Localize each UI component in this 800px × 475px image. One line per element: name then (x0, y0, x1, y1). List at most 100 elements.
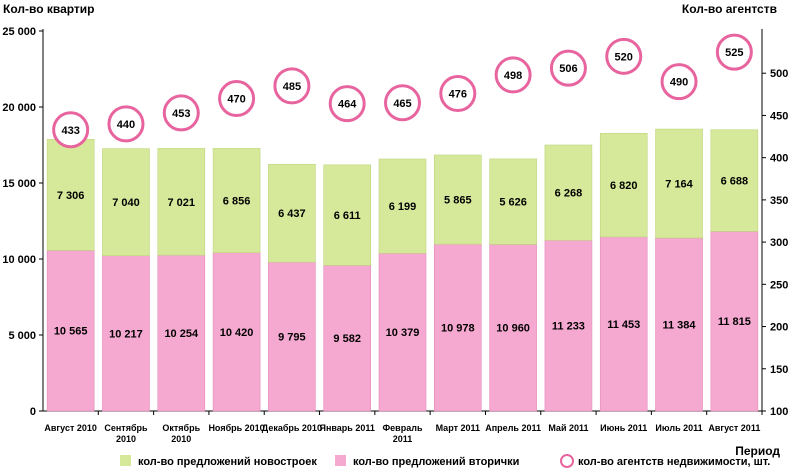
agency-point (660, 63, 698, 101)
agency-point (218, 80, 256, 118)
data-label-new-build: 6 199 (389, 201, 417, 213)
agency-point (439, 74, 477, 112)
right-tick-label: 150 (770, 364, 788, 376)
bar-new-build (489, 158, 537, 245)
data-label-new-build: 5 865 (444, 195, 472, 207)
bar-new-build (378, 158, 427, 254)
bar-secondary (212, 252, 261, 412)
data-label-secondary: 9 582 (333, 333, 361, 345)
legend-marker-square (120, 455, 131, 466)
data-label-new-build: 7 164 (665, 179, 693, 191)
left-tick-label: 20 000 (2, 102, 36, 114)
agency-label: 498 (504, 70, 522, 82)
category-label: Февраль (383, 423, 423, 433)
category-label: Август 2011 (708, 423, 760, 433)
left-axis-title: Кол-во квартир (3, 2, 95, 16)
agency-point (107, 105, 145, 143)
agency-point (384, 84, 421, 122)
bar-secondary (599, 236, 648, 412)
data-label-secondary: 10 420 (220, 327, 254, 339)
data-label-secondary: 11 815 (718, 316, 751, 328)
bar-new-build (157, 148, 206, 256)
agency-label: 433 (61, 125, 79, 137)
bar-secondary (710, 231, 759, 412)
data-label-secondary: 10 960 (496, 323, 530, 335)
agency-label: 506 (559, 63, 577, 75)
data-label-new-build: 6 437 (278, 208, 306, 220)
category-label: Июль 2011 (655, 423, 702, 433)
right-axis-title: Кол-во агентств (682, 2, 777, 16)
agency-point (328, 85, 366, 123)
agency-label: 453 (172, 108, 190, 120)
left-tick-label: 25 000 (2, 26, 36, 38)
agency-label: 520 (615, 51, 633, 63)
x-axis-title: Период (735, 444, 780, 458)
bar-secondary (102, 255, 150, 412)
agency-label: 525 (725, 47, 743, 59)
legend-label: кол-во предложений вторички (353, 456, 519, 468)
agency-label: 476 (449, 88, 467, 100)
category-label: 2010 (171, 434, 191, 444)
category-label: Октябрь (162, 423, 200, 433)
data-label-new-build: 6 611 (334, 210, 361, 222)
category-label: Июнь 2011 (600, 423, 647, 433)
data-label-secondary: 11 233 (552, 321, 585, 333)
data-label-new-build: 6 688 (721, 176, 749, 188)
bar-new-build (544, 144, 593, 241)
bar-secondary (323, 265, 371, 412)
bar-secondary (655, 237, 703, 412)
agency-label: 490 (670, 77, 688, 89)
agency-point (273, 67, 311, 105)
bar-new-build (710, 129, 759, 232)
bar-secondary (378, 252, 427, 412)
right-tick-label: 200 (770, 322, 788, 334)
legend-marker-circle (560, 454, 574, 468)
left-tick-label: 0 (30, 406, 36, 418)
data-label-secondary: 11 453 (607, 319, 640, 331)
category-label: Апрель 2011 (485, 423, 541, 433)
bar-secondary (434, 243, 482, 412)
right-tick-label: 100 (770, 406, 788, 418)
bar-secondary (268, 261, 316, 412)
left-tick-label: 10 000 (2, 254, 36, 266)
legend-label: кол-во предложений новостроек (138, 456, 317, 468)
data-label-secondary: 10 217 (109, 328, 143, 340)
agency-point (605, 37, 643, 75)
bar-new-build (599, 132, 648, 238)
agency-label: 465 (393, 98, 411, 110)
agency-point (494, 56, 532, 94)
right-tick-label: 350 (770, 195, 788, 207)
bar-new-build (655, 128, 703, 239)
agency-label: 470 (227, 94, 245, 106)
category-label: Май 2011 (548, 423, 588, 433)
category-label: Август 2010 (44, 423, 97, 433)
data-label-secondary: 9 795 (278, 332, 306, 344)
data-label-new-build: 6 820 (610, 180, 638, 192)
left-tick-label: 5 000 (8, 330, 36, 342)
right-tick-label: 450 (770, 110, 788, 122)
right-tick-label: 250 (770, 279, 788, 291)
data-label-secondary: 10 379 (386, 327, 420, 339)
bar-secondary (489, 244, 537, 412)
data-label-new-build: 6 856 (223, 196, 251, 208)
category-label: Сентябрь (104, 423, 148, 433)
right-tick-label: 500 (770, 68, 788, 80)
agency-label: 485 (283, 81, 301, 93)
data-label-new-build: 7 021 (168, 197, 196, 209)
agency-point (162, 94, 200, 132)
data-label-new-build: 6 268 (555, 188, 583, 200)
data-label-new-build: 7 040 (112, 197, 140, 209)
agency-point (715, 33, 753, 71)
data-label-secondary: 10 254 (164, 328, 199, 340)
category-label: Январь 2011 (319, 423, 374, 433)
bar-new-build (434, 154, 482, 245)
agency-point (52, 111, 90, 149)
agency-label: 464 (338, 99, 357, 111)
agency-point (549, 49, 587, 87)
left-tick-label: 15 000 (2, 178, 36, 190)
category-label: Декабрь 2010 (262, 423, 322, 433)
data-label-secondary: 11 384 (663, 319, 697, 331)
bar-new-build (323, 164, 371, 266)
legend-marker-square (335, 455, 346, 466)
